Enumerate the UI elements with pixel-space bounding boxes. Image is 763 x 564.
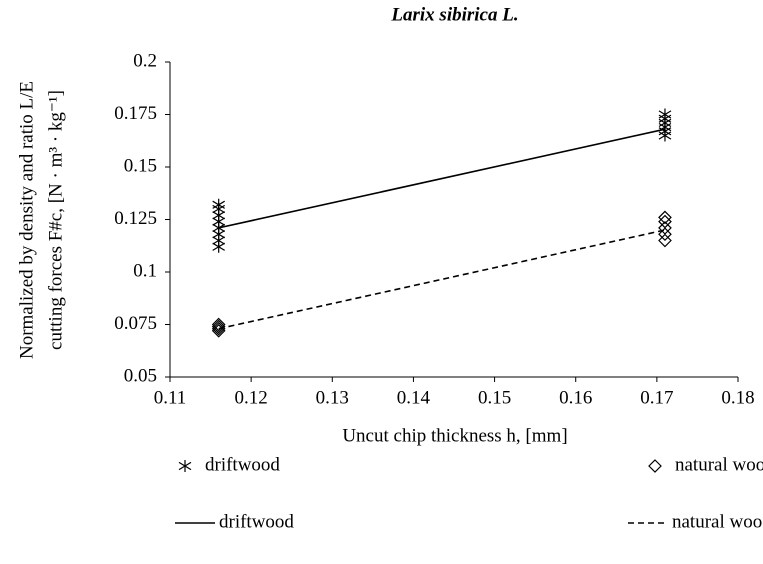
point — [658, 221, 672, 235]
x-tick-label: 0.13 — [316, 387, 349, 408]
point — [212, 198, 225, 211]
y-tick-label: 0.05 — [124, 365, 157, 386]
trend-line — [218, 229, 666, 330]
x-tick-label: 0.11 — [154, 387, 187, 408]
chart-title: Larix sibirica L. — [390, 4, 518, 25]
y-tick-label: 0.175 — [114, 103, 157, 124]
x-tick-label: 0.14 — [397, 387, 431, 408]
trend-line — [218, 128, 666, 229]
legend-marker — [648, 459, 662, 473]
y-tick-label: 0.075 — [114, 313, 157, 334]
legend-label: driftwood — [219, 511, 294, 532]
x-tick-label: 0.15 — [478, 387, 511, 408]
y-tick-label: 0.125 — [114, 208, 157, 229]
x-tick-label: 0.12 — [235, 387, 268, 408]
y-axis-label: cutting forces F#c, [N · m³ · kg⁻¹] — [45, 90, 66, 350]
x-axis-label: Uncut chip thickness h, [mm] — [342, 425, 567, 446]
y-tick-label: 0.2 — [133, 50, 157, 71]
legend-label: natural wood — [672, 511, 763, 532]
point — [658, 108, 672, 121]
legend-marker — [178, 460, 192, 472]
legend-label: driftwood — [205, 454, 280, 475]
x-tick-label: 0.18 — [721, 387, 754, 408]
point — [658, 233, 672, 248]
point — [658, 210, 672, 225]
x-tick-label: 0.16 — [559, 387, 592, 408]
x-tick-label: 0.17 — [640, 387, 673, 408]
y-axis-label: Normalized by density and ratio L/E — [16, 81, 37, 359]
y-tick-label: 0.15 — [124, 155, 157, 176]
y-tick-label: 0.1 — [133, 260, 157, 281]
point — [658, 227, 672, 242]
legend-label: natural wood — [675, 454, 763, 475]
point — [211, 317, 226, 332]
point — [211, 319, 226, 334]
